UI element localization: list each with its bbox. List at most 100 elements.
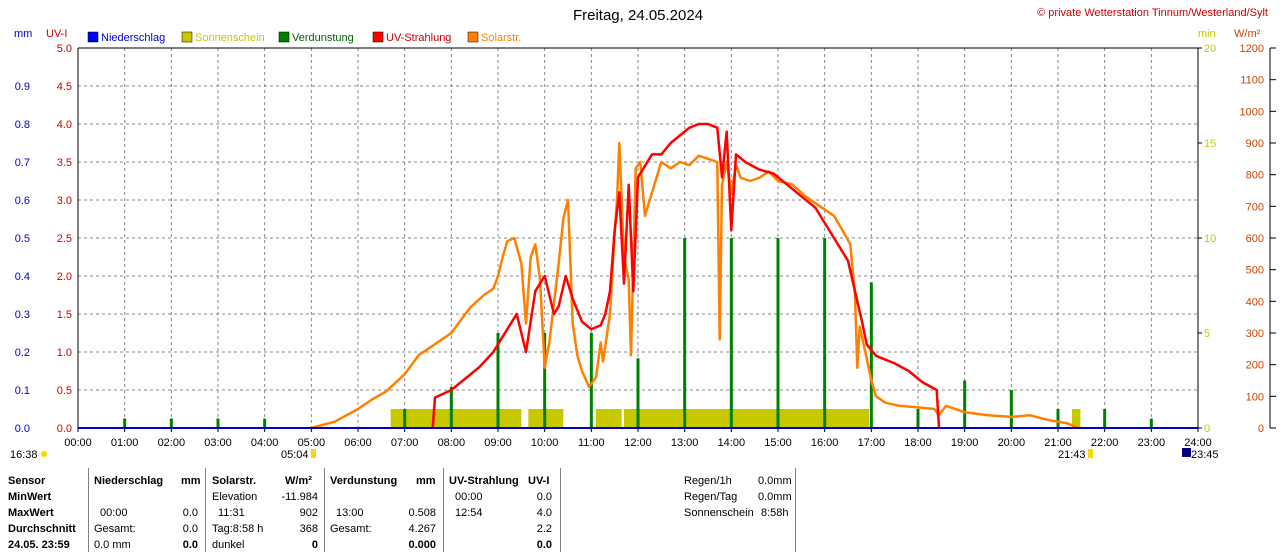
evaporation-bar	[776, 238, 780, 428]
x-tick-label: 12:00	[624, 437, 652, 449]
evaporation-bar	[916, 409, 920, 428]
legend-label-verdunstung: Verdunstung	[292, 32, 354, 44]
legend: Niederschlag Sonnenschein Verdunstung UV…	[87, 31, 521, 44]
uvi-tick-label: 0.0	[57, 423, 72, 435]
sun-markers: 16:38 05:04 21:43 23:45	[10, 448, 1219, 461]
legend-label-uv: UV-Strahlung	[386, 32, 451, 44]
uv-min-value: 0.0	[536, 491, 552, 503]
evaporation-bar	[636, 358, 640, 428]
x-tick-label: 05:00	[298, 437, 326, 449]
uv-min-time: 00:00	[455, 491, 483, 503]
evap-max-time: 13:00	[336, 507, 364, 519]
sunshine-block	[596, 409, 622, 428]
extra-label-sunshine: Sonnenschein	[684, 507, 754, 519]
legend-label-niederschlag: Niederschlag	[101, 32, 165, 44]
legend-label-solar: Solarstr.	[481, 32, 521, 44]
min-tick-label: 20	[1204, 43, 1216, 55]
mm-tick-label: 0.7	[15, 157, 30, 169]
evaporation-bar	[823, 238, 827, 428]
wm2-tick-label: 600	[1246, 233, 1264, 245]
evap-max-value: 0.508	[408, 507, 436, 519]
unit-mm: mm	[14, 28, 32, 40]
sunshine-block	[624, 409, 869, 428]
evaporation-bar	[403, 409, 407, 428]
mm-tick-label: 0.0	[15, 423, 30, 435]
x-tick-label: 00:00	[64, 437, 92, 449]
legend-swatch-uv	[372, 31, 384, 43]
weather-chart: 00:00 01:00 02:00 03:00 04:00 05:00 06:00 07:00…	[10, 7, 1276, 461]
sun-icon	[41, 451, 47, 457]
wm2-tick-label: 1200	[1240, 43, 1264, 55]
x-tick-label: 21:00	[1044, 437, 1072, 449]
uvi-tick-label: 4.5	[57, 81, 72, 93]
evap-total-label: Gesamt:	[330, 523, 372, 535]
evaporation-bar	[1103, 409, 1107, 428]
x-tick-label: 17:00	[858, 437, 886, 449]
sunrise-time: 05:04	[281, 449, 309, 461]
evaporation-bar	[683, 238, 687, 428]
x-tick-label: 06:00	[344, 437, 372, 449]
x-tick-label: 14:00	[718, 437, 746, 449]
x-tick-label: 08:00	[438, 437, 466, 449]
x-tick-label: 16:00	[811, 437, 839, 449]
table-divider	[324, 468, 325, 552]
solar-elevation-label: Elevation	[212, 491, 258, 503]
rain-max-value: 0.0	[182, 507, 198, 519]
rain-total-label: Gesamt:	[94, 523, 136, 535]
solar-max-value: 902	[299, 507, 318, 519]
solar-header: Solarstr.	[212, 475, 257, 487]
evaporation-bar	[963, 380, 967, 428]
table-divider	[443, 468, 444, 552]
extra-value-rain-1h: 0.0mm	[758, 475, 792, 487]
evaporation-bar	[1009, 390, 1013, 428]
chart-axes	[77, 47, 1276, 432]
min-tick-label: 5	[1204, 328, 1210, 340]
x-tick-label: 24:00	[1184, 437, 1212, 449]
sunshine-block	[1072, 409, 1081, 428]
extra-value-rain-day: 0.0mm	[758, 491, 792, 503]
uvi-tick-label: 1.5	[57, 309, 72, 321]
x-tick-label: 18:00	[904, 437, 932, 449]
series-line-solarstr-	[310, 141, 1079, 430]
evaporation-bars	[123, 238, 1153, 428]
evaporation-bar	[496, 333, 500, 428]
moon-icon	[1182, 448, 1191, 457]
evap-total-value: 4.267	[408, 523, 436, 535]
wm2-tick-label: 900	[1246, 138, 1264, 150]
evaporation-bar	[263, 418, 267, 428]
unit-wm2: W/m²	[1234, 28, 1261, 40]
x-tick-label: 04:00	[251, 437, 279, 449]
sensor-row-avg: Durchschnitt	[8, 523, 76, 535]
uv-now-value: 0.0	[536, 539, 552, 551]
extra-value-sunshine: 8:58h	[761, 507, 789, 519]
solar-max-time: 11:31	[218, 507, 245, 519]
x-tick-label: 07:00	[391, 437, 419, 449]
legend-swatch-sonnenschein	[181, 31, 193, 43]
rain-unit: mm	[181, 475, 201, 487]
legend-swatch-solar	[467, 31, 479, 43]
sunshine-bars	[390, 409, 1081, 428]
axis-labels: 00:00 01:00 02:00 03:00 04:00 05:00 06:00 07:00…	[15, 43, 1264, 449]
extra-label-rain-day: Regen/Tag	[684, 491, 738, 503]
copyright-text: © private Wetterstation Tinnum/Westerlan…	[1037, 7, 1268, 19]
sensor-row-now: 24.05. 23:59	[8, 539, 70, 551]
x-tick-label: 13:00	[671, 437, 699, 449]
mm-tick-label: 0.6	[15, 195, 30, 207]
evap-now-value: 0.000	[408, 539, 436, 551]
uv-avg-value: 2.2	[536, 523, 552, 535]
sensor-row-max: MaxWert	[8, 507, 54, 519]
x-tick-label: 02:00	[158, 437, 186, 449]
wm2-tick-label: 700	[1246, 201, 1264, 213]
evaporation-bar	[216, 418, 220, 428]
sensor-row-min: MinWert	[8, 491, 52, 503]
uvi-tick-label: 2.5	[57, 233, 72, 245]
moon-time: 23:45	[1191, 449, 1219, 461]
uvi-tick-label: 1.0	[57, 347, 72, 359]
legend-label-sonnenschein: Sonnenschein	[195, 32, 265, 44]
wm2-tick-label: 800	[1246, 170, 1264, 182]
uvi-tick-label: 5.0	[57, 43, 72, 55]
legend-swatch-verdunstung	[278, 31, 290, 43]
solar-elevation-value: -11.984	[281, 491, 319, 503]
evaporation-bar	[123, 418, 127, 428]
uvi-tick-label: 4.0	[57, 119, 72, 131]
